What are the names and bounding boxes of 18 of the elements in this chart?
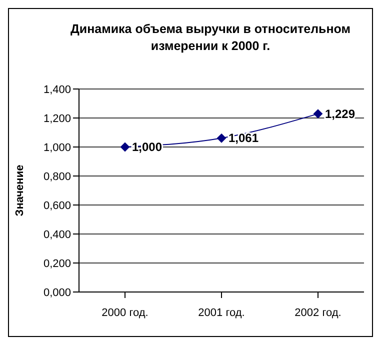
x-tick-label: 2001 год. (198, 306, 245, 319)
y-tick-label: 0,000 (43, 286, 71, 299)
x-tick-label: 2002 год. (294, 306, 342, 319)
point (120, 142, 130, 152)
y-tick-label: 0,400 (43, 228, 71, 241)
y-tick-label: 0,200 (43, 258, 71, 270)
data-label: 1,061 (228, 131, 259, 146)
point (314, 109, 322, 118)
data-label: 1,229 (325, 106, 356, 121)
y-tick-label: 1,400 (43, 84, 71, 96)
y-tick-label: 1,000 (43, 142, 71, 154)
x-tick-label: 2000 год. (102, 306, 148, 319)
y-axis-title: Значение (14, 164, 26, 216)
y-tick-label: 1,200 (43, 112, 71, 125)
y-tick-label: 0,800 (43, 170, 71, 183)
y-tick-label: 0,600 (43, 200, 71, 212)
chart-title: Динамика объема выручки в относительном измерении к 2000 г. (70, 21, 352, 55)
point (217, 134, 226, 143)
